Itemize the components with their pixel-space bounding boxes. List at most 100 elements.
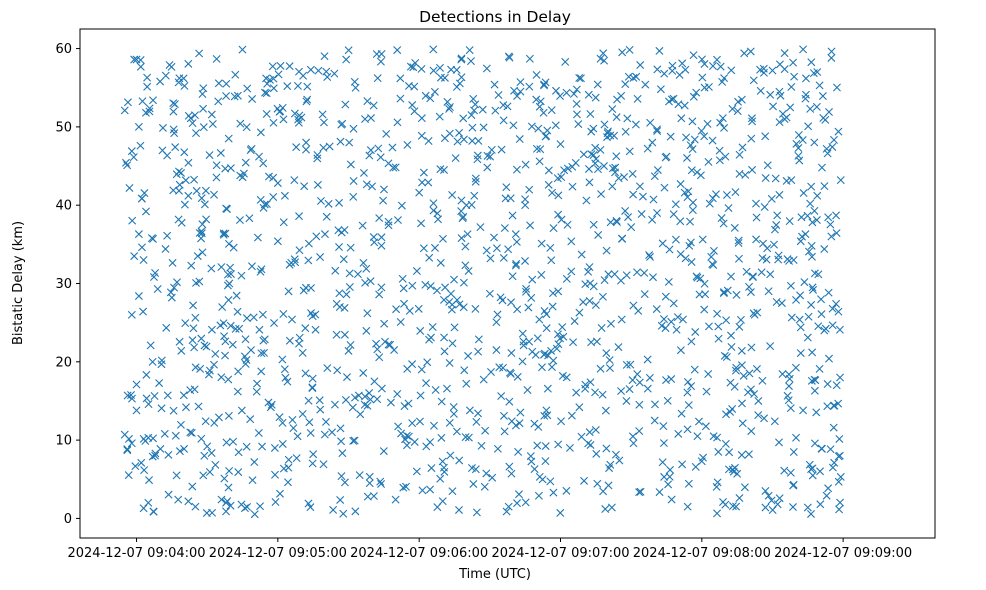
data-point (766, 270, 775, 279)
data-point (602, 349, 611, 358)
data-point (627, 223, 636, 232)
data-point (295, 212, 304, 221)
data-point (222, 92, 231, 100)
data-point (189, 301, 198, 310)
data-point (169, 406, 178, 415)
y-tick-label: 0 (64, 512, 72, 527)
data-point (542, 406, 551, 415)
data-point (635, 378, 644, 387)
data-point (193, 252, 202, 261)
data-point (776, 91, 785, 100)
data-point (148, 357, 157, 366)
data-point (291, 258, 300, 267)
data-point (234, 468, 243, 477)
data-point (386, 340, 395, 349)
data-point (278, 355, 287, 364)
data-point (686, 141, 695, 150)
data-point (700, 83, 709, 92)
data-point (322, 212, 331, 221)
data-point (294, 67, 303, 76)
data-point (805, 247, 813, 256)
data-point (626, 360, 635, 369)
data-point (477, 441, 486, 450)
data-point (815, 81, 824, 90)
data-point (571, 158, 580, 167)
data-point (197, 229, 206, 238)
data-point (224, 483, 233, 492)
data-point (363, 97, 372, 106)
data-point (285, 336, 294, 345)
data-point (643, 384, 652, 393)
data-point (553, 330, 562, 339)
data-point (232, 291, 241, 300)
data-point (748, 273, 757, 282)
data-point (754, 411, 763, 420)
data-point (415, 188, 424, 197)
data-point (599, 162, 608, 171)
data-point (467, 57, 475, 66)
data-point (137, 194, 146, 203)
data-point (284, 287, 293, 296)
data-point (248, 476, 257, 485)
data-point (464, 266, 473, 275)
data-point (440, 333, 449, 342)
data-point (211, 349, 220, 358)
data-point (762, 255, 771, 264)
data-point (547, 256, 556, 265)
data-point (421, 91, 430, 100)
data-point (827, 47, 836, 56)
data-point (508, 211, 517, 220)
data-point (680, 188, 689, 197)
data-point (186, 428, 195, 437)
data-point (127, 310, 136, 319)
data-point (713, 309, 722, 318)
data-point (676, 217, 685, 226)
data-point (281, 373, 290, 382)
data-point (485, 289, 494, 298)
data-point (635, 182, 644, 191)
data-point (761, 487, 770, 496)
data-point (273, 237, 282, 246)
data-point (455, 456, 464, 465)
data-point (260, 200, 269, 209)
data-point (306, 65, 315, 74)
data-point (606, 460, 615, 469)
data-point (223, 270, 232, 279)
data-point (803, 333, 812, 342)
data-point (229, 437, 238, 446)
data-point (693, 432, 702, 441)
data-point (737, 399, 746, 408)
data-point (269, 74, 278, 83)
data-point (628, 169, 637, 178)
data-point (698, 73, 707, 82)
data-point (471, 177, 480, 186)
data-point (478, 105, 487, 114)
data-point (741, 170, 750, 179)
data-point (797, 213, 806, 222)
data-point (700, 305, 709, 314)
data-point (231, 324, 240, 333)
data-point (535, 315, 544, 324)
data-point (435, 112, 444, 121)
data-point (530, 465, 539, 474)
data-point (379, 196, 388, 205)
data-point (366, 277, 375, 286)
data-point (224, 411, 233, 420)
data-point (546, 477, 555, 486)
data-point (233, 387, 242, 396)
data-point (678, 460, 687, 469)
data-point (212, 54, 221, 63)
data-point (612, 113, 621, 122)
data-point (622, 360, 631, 369)
data-point (633, 268, 642, 277)
data-point (646, 118, 655, 127)
data-point (163, 391, 172, 400)
data-point (377, 241, 386, 250)
data-point (464, 433, 473, 442)
data-point (256, 502, 265, 511)
data-point (519, 341, 528, 350)
data-point (482, 246, 491, 255)
data-point (443, 97, 452, 106)
data-point (346, 160, 355, 169)
